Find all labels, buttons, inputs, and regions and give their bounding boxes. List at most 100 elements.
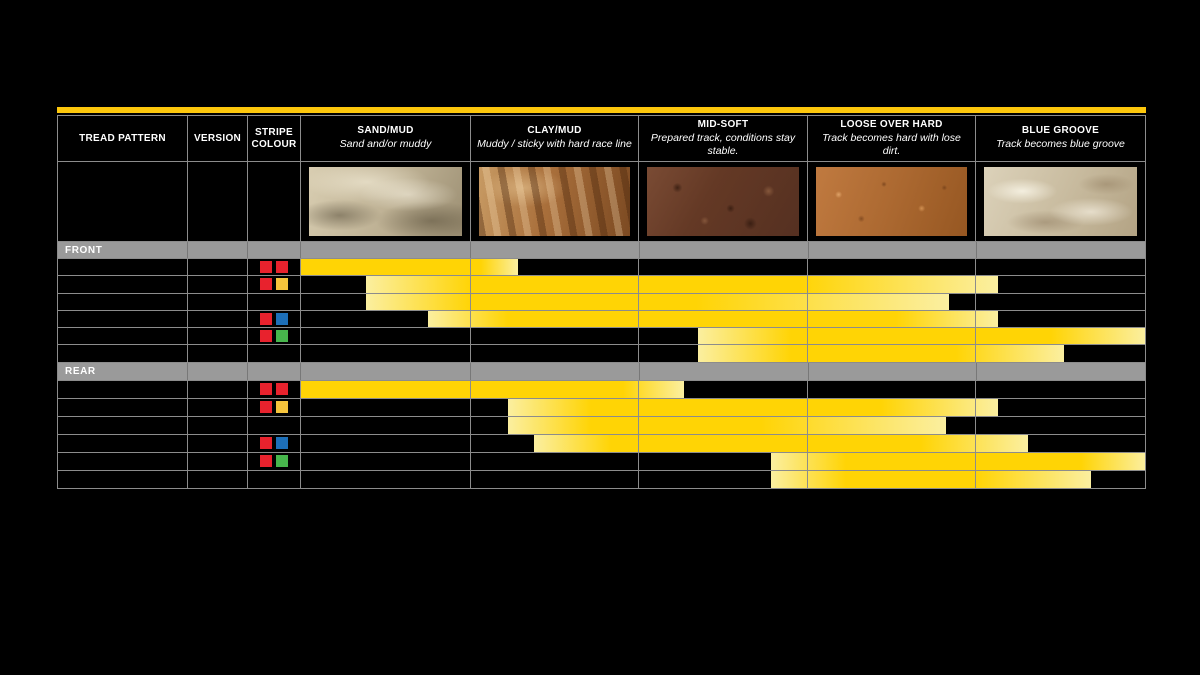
section-label: REAR <box>65 365 96 377</box>
tread-pattern-cell <box>58 276 187 293</box>
condition-range-bar <box>508 416 946 434</box>
tread-pattern-cell <box>58 434 187 452</box>
tread-pattern-cell <box>58 345 187 362</box>
column-grid-line <box>638 328 639 345</box>
stripe-colour-cell <box>248 398 300 416</box>
condition-range-cell <box>301 380 1145 398</box>
muddy-ruts-photo <box>479 167 630 236</box>
version-cell <box>188 310 247 328</box>
loose-gravel-photo <box>816 167 967 236</box>
stripe-colour-cell <box>248 452 300 470</box>
column-grid-line <box>638 470 639 488</box>
column-grid-line <box>807 310 808 328</box>
condition-range-cell <box>301 276 1145 293</box>
column-title: STRIPE COLOUR <box>251 126 297 150</box>
version-cell <box>188 380 247 398</box>
column-title: LOOSE OVER HARD <box>840 118 943 130</box>
condition-range-bar <box>698 345 1064 362</box>
version-cell <box>188 293 247 310</box>
column-grid-line <box>638 434 639 452</box>
photo-row-empty-version <box>188 162 247 241</box>
tread-pattern-cell <box>58 259 187 276</box>
column-grid-line <box>470 398 471 416</box>
condition-range-bar <box>771 470 1091 488</box>
column-grid-line <box>470 380 471 398</box>
version-cell <box>188 259 247 276</box>
column-grid-line <box>638 416 639 434</box>
column-grid-line <box>470 416 471 434</box>
stripe-swatch-green <box>276 455 288 468</box>
stripe-swatch-yellow <box>276 278 288 291</box>
header-sand-mud: SAND/MUD Sand and/or muddy <box>301 116 470 161</box>
column-grid-line <box>807 416 808 434</box>
column-grid-line <box>975 328 976 345</box>
section-label: FRONT <box>65 244 103 256</box>
stripe-colour-cell <box>248 259 300 276</box>
condition-range-bar <box>771 452 1145 470</box>
stripe-swatch-red <box>276 261 288 274</box>
header-stripe-colour: STRIPE COLOUR <box>248 116 300 161</box>
stripe-swatch-red <box>260 437 272 450</box>
column-grid-line <box>807 434 808 452</box>
accent-bar <box>57 107 1146 113</box>
version-cell <box>188 416 247 434</box>
column-grid-line <box>470 470 471 488</box>
column-subtitle: Prepared track, conditions stay stable. <box>650 131 796 157</box>
stripe-colour-cell <box>248 328 300 345</box>
condition-range-bar <box>428 310 998 328</box>
column-grid-line <box>470 452 471 470</box>
column-grid-line <box>638 259 639 276</box>
condition-range-bar <box>366 276 998 293</box>
column-grid-line <box>975 470 976 488</box>
column-title: BLUE GROOVE <box>1021 125 1100 137</box>
condition-range-cell <box>301 434 1145 452</box>
version-cell <box>188 345 247 362</box>
stripe-colour-cell <box>248 434 300 452</box>
stripe-colour-cell <box>248 310 300 328</box>
terrain-photo-cell <box>471 162 638 241</box>
column-title: CLAY/MUD <box>527 125 582 137</box>
stripe-colour-cell <box>248 276 300 293</box>
stripe-swatch-red <box>260 261 272 274</box>
stripe-swatch-red <box>260 401 272 414</box>
version-cell <box>188 434 247 452</box>
condition-range-bar <box>301 380 684 398</box>
stripe-swatch-red <box>260 330 272 343</box>
condition-range-cell <box>301 259 1145 276</box>
stripe-swatch-red <box>260 278 272 291</box>
stripe-swatch-red <box>276 383 288 396</box>
column-title: TREAD PATTERN <box>79 132 166 144</box>
terrain-photo-cell <box>301 162 470 241</box>
blue-groove-photo <box>984 167 1137 236</box>
condition-range-bar <box>366 293 949 310</box>
version-cell <box>188 398 247 416</box>
column-grid-line <box>470 293 471 310</box>
application-table: TREAD PATTERN VERSION STRIPE COLOUR SAND… <box>57 115 1146 489</box>
photo-row-empty-tread <box>58 162 187 241</box>
version-cell <box>188 328 247 345</box>
column-subtitle: Track becomes hard with lose dirt. <box>822 131 961 157</box>
terrain-photo-cell <box>639 162 807 241</box>
column-grid-line <box>975 293 976 310</box>
column-grid-line <box>638 380 639 398</box>
tread-pattern-cell <box>58 328 187 345</box>
header-mid-soft: MID-SOFT Prepared track, conditions stay… <box>639 116 807 161</box>
condition-range-cell <box>301 398 1145 416</box>
column-grid-line <box>470 345 471 362</box>
stripe-colour-cell <box>248 416 300 434</box>
stripe-swatch-blue <box>276 313 288 326</box>
version-cell <box>188 470 247 488</box>
column-title: MID-SOFT <box>697 118 749 130</box>
column-grid-line <box>638 452 639 470</box>
column-grid-line <box>638 293 639 310</box>
column-grid-line <box>807 328 808 345</box>
tread-pattern-cell <box>58 470 187 488</box>
section-header-rear: REAR <box>58 362 1145 380</box>
condition-range-cell <box>301 416 1145 434</box>
stripe-swatch-red <box>260 313 272 326</box>
condition-range-bar <box>301 259 518 276</box>
column-grid-line <box>470 276 471 293</box>
condition-range-cell <box>301 452 1145 470</box>
column-grid-line <box>638 345 639 362</box>
condition-range-cell <box>301 328 1145 345</box>
